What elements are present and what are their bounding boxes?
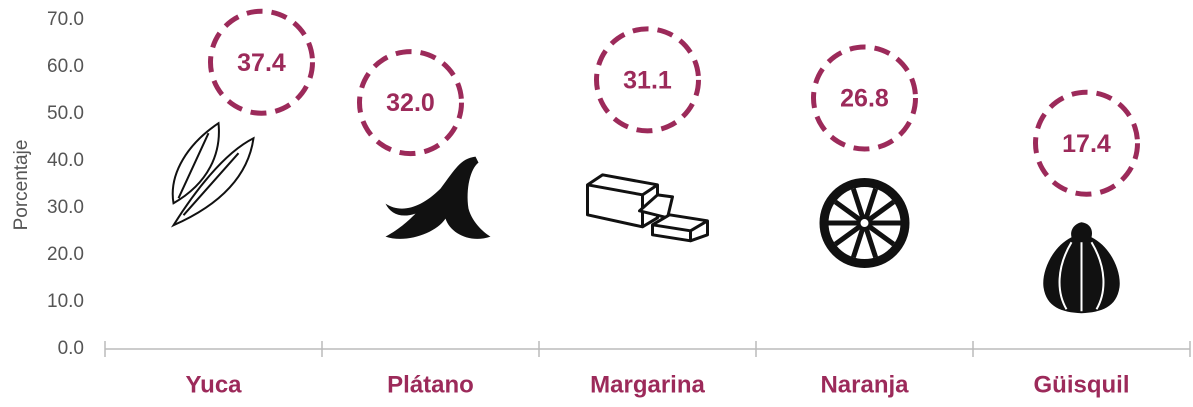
y-tick-label: 50.0 xyxy=(47,103,84,124)
icon-part xyxy=(833,199,866,226)
pictogram-icon xyxy=(586,173,709,243)
icon-part xyxy=(651,213,709,243)
icon-part xyxy=(850,188,867,224)
y-tick-label: 20.0 xyxy=(47,244,84,265)
icon-part xyxy=(862,222,879,259)
icon-part xyxy=(385,156,491,239)
x-tick-label: Margarina xyxy=(590,371,705,398)
value-label: 37.4 xyxy=(237,49,286,77)
y-tick-label: 60.0 xyxy=(47,56,84,77)
x-tick-label: Naranja xyxy=(820,371,909,398)
pictogram-icon xyxy=(1043,222,1120,314)
y-tick-label: 10.0 xyxy=(47,291,84,312)
value-label: 31.1 xyxy=(623,66,672,94)
y-tick-label: 70.0 xyxy=(47,9,84,30)
icon-part xyxy=(638,193,674,220)
value-bubble xyxy=(1033,89,1140,197)
icon-part xyxy=(833,221,866,247)
value-label: 17.4 xyxy=(1062,130,1111,158)
value-label: 32.0 xyxy=(386,89,435,117)
icon-part xyxy=(862,188,879,224)
y-tick-label: 30.0 xyxy=(47,197,84,218)
y-axis-title: Porcentaje xyxy=(11,140,32,231)
value-bubble xyxy=(594,26,701,134)
icon-part xyxy=(850,222,867,259)
icon-part xyxy=(1058,241,1105,312)
pictogram-icon xyxy=(170,121,255,228)
value-bubble xyxy=(811,44,918,152)
icon-part xyxy=(860,219,869,228)
y-tick-label: 0.0 xyxy=(58,338,84,359)
icon-part xyxy=(863,221,896,247)
icon-part xyxy=(586,173,659,229)
pictogram-icon xyxy=(385,156,491,239)
icon-part xyxy=(863,199,896,226)
pictogram-icon xyxy=(819,178,910,269)
x-tick-label: Güisquil xyxy=(1034,371,1130,398)
icon-part xyxy=(171,121,220,205)
y-tick-label: 40.0 xyxy=(47,150,84,171)
value-bubble xyxy=(357,49,464,157)
icon-part xyxy=(170,136,255,228)
value-bubble xyxy=(208,8,315,116)
value-label: 26.8 xyxy=(840,85,889,113)
x-tick-label: Yuca xyxy=(185,371,242,398)
x-tick-label: Plátano xyxy=(387,371,474,398)
